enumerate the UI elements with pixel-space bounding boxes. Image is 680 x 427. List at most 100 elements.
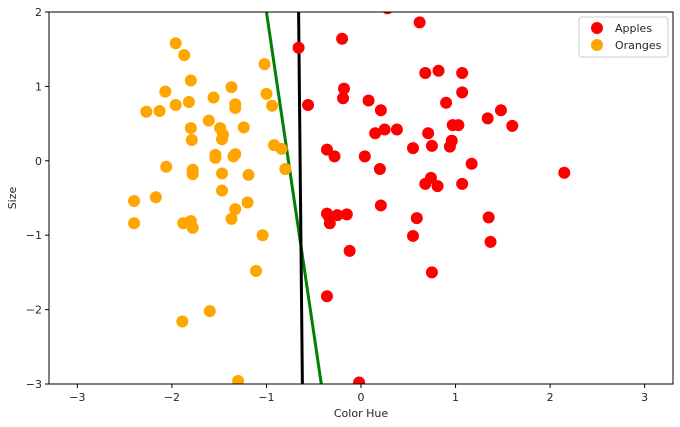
apples-point	[337, 92, 350, 105]
legend-marker-oranges	[591, 39, 603, 51]
y-tick-label: −2	[26, 304, 42, 317]
apples-point	[558, 166, 571, 179]
decision-lines	[264, 12, 323, 384]
x-axis-ticks: −3 −2 −1 0 1 2 3	[69, 384, 648, 404]
apples-point	[407, 142, 419, 155]
legend-label-apples: Apples	[615, 22, 652, 35]
oranges-point	[207, 91, 220, 104]
apples-point	[413, 16, 426, 29]
oranges-point	[279, 162, 292, 175]
oranges-point	[149, 191, 162, 204]
apples-point	[431, 180, 444, 193]
apples-point	[373, 162, 386, 175]
oranges-point	[242, 168, 255, 181]
apples-point	[481, 112, 494, 125]
oranges-point	[203, 305, 216, 318]
apples-point	[369, 127, 382, 140]
oranges-point	[250, 264, 263, 277]
oranges-point	[178, 49, 191, 62]
apples-point	[419, 67, 432, 80]
oranges-point	[184, 122, 197, 135]
x-tick-label: −3	[69, 391, 85, 404]
plot-frame	[48, 11, 674, 385]
green-boundary-line	[264, 12, 323, 384]
apples-point	[362, 94, 375, 107]
oranges-point	[266, 99, 279, 112]
oranges-point	[260, 87, 273, 100]
y-tick-label: 1	[35, 80, 42, 93]
oranges-point	[184, 74, 197, 87]
apples-point	[443, 140, 456, 153]
apples-point	[440, 96, 453, 109]
apples-point	[456, 86, 469, 99]
oranges-point	[140, 105, 153, 118]
oranges-point	[128, 217, 141, 230]
oranges-point	[256, 229, 269, 242]
oranges-point	[176, 315, 189, 328]
apples-point	[323, 217, 336, 230]
apples-point	[419, 177, 432, 190]
legend: Apples Oranges	[578, 16, 669, 58]
oranges-point	[237, 121, 250, 134]
oranges-point	[275, 142, 288, 155]
apples-point	[456, 177, 469, 190]
x-tick-label: 2	[547, 391, 554, 404]
black-boundary-line	[297, 12, 304, 384]
apples-point	[336, 32, 349, 45]
oranges-point	[229, 101, 242, 114]
x-tick-label: −2	[164, 391, 180, 404]
y-tick-label: 0	[35, 155, 42, 168]
x-tick-label: 3	[641, 391, 648, 404]
oranges-point	[225, 81, 238, 94]
apples-point	[452, 119, 465, 132]
apples-point	[340, 208, 353, 221]
oranges-point	[202, 114, 215, 127]
apples-point	[292, 41, 305, 54]
apples-point	[302, 99, 315, 111]
apples-point	[422, 127, 435, 140]
apples-point	[482, 211, 495, 224]
oranges-point	[216, 184, 229, 197]
y-axis-title: Size	[6, 186, 19, 209]
oranges-point	[186, 168, 199, 181]
legend-marker-apples	[591, 22, 603, 34]
apples-point	[382, 12, 393, 15]
apples-point	[410, 212, 423, 225]
apples-point	[337, 82, 350, 95]
oranges-point	[225, 212, 238, 225]
oranges-point	[160, 160, 173, 173]
x-tick-label: 0	[358, 391, 365, 404]
oranges-point	[128, 194, 141, 207]
apples-point	[494, 104, 507, 117]
oranges-point	[227, 150, 240, 163]
apples-point	[328, 150, 341, 163]
apples-point	[425, 266, 438, 279]
apples-point	[331, 209, 344, 222]
oranges-point	[169, 37, 182, 50]
oranges-point	[229, 203, 242, 216]
apples-point	[484, 235, 497, 248]
oranges-point	[232, 375, 245, 384]
oranges-point	[185, 133, 198, 146]
apples-point	[374, 199, 387, 212]
data-points	[128, 12, 571, 384]
apples-point	[465, 157, 478, 170]
x-tick-label: 1	[452, 391, 459, 404]
y-tick-label: −3	[26, 378, 42, 391]
apples-point	[432, 64, 445, 77]
oranges-point	[159, 85, 172, 98]
y-tick-label: 2	[35, 6, 42, 19]
apples-point	[425, 139, 438, 152]
apples-point	[390, 123, 403, 136]
oranges-point	[216, 133, 229, 146]
legend-label-oranges: Oranges	[615, 39, 662, 52]
apples-point	[378, 123, 391, 136]
oranges-point	[186, 221, 199, 234]
oranges-point	[241, 196, 254, 209]
apples-point	[358, 150, 371, 163]
oranges-point	[258, 58, 271, 71]
y-axis-ticks: −3 −2 −1 0 1 2	[26, 6, 49, 391]
x-tick-label: −1	[258, 391, 274, 404]
x-axis-title: Color Hue	[334, 407, 388, 420]
